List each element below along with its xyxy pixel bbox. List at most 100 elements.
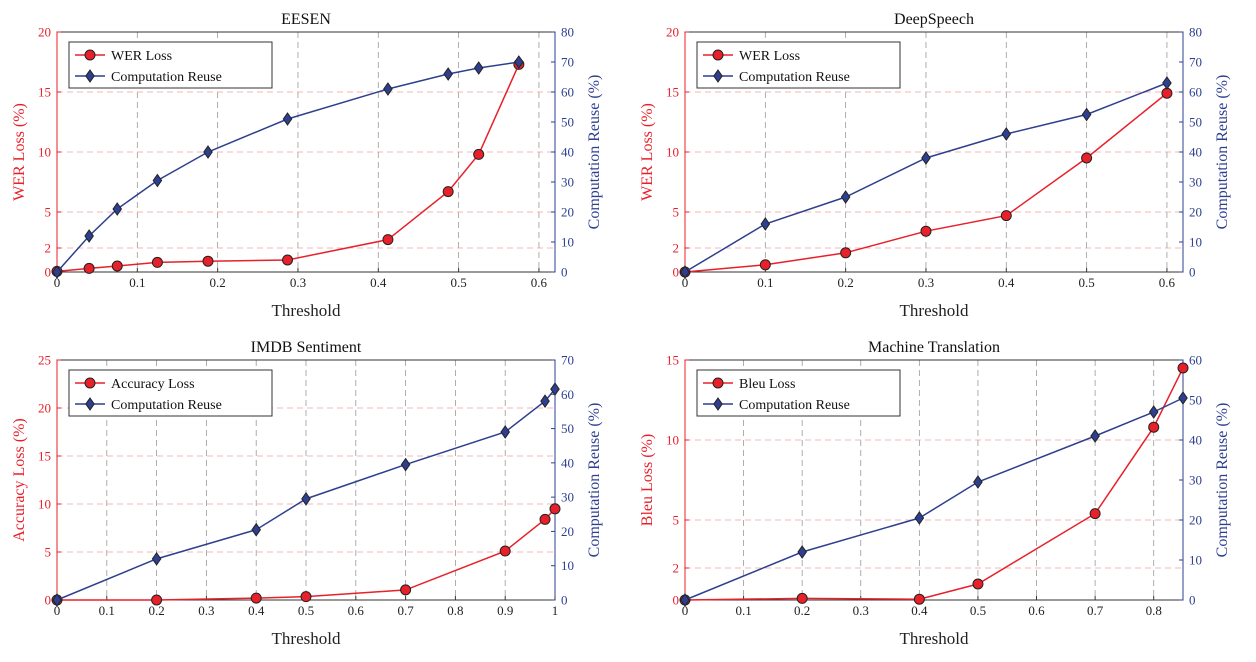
y-right-tick-label: 30 xyxy=(561,175,574,190)
series-line-0 xyxy=(57,508,556,601)
y-right-axis-label: Computation Reuse (%) xyxy=(586,403,603,558)
y-right-tick-label: 80 xyxy=(561,25,574,40)
data-point-circle xyxy=(1000,210,1012,222)
data-point-diamond xyxy=(152,173,163,188)
data-point-diamond xyxy=(383,82,393,96)
chart-svg: 0 0.1 0.2 0.3 0.4 0.5 0.6 0 2 5 10 15 20 0 10 20 30 40 50 6… xyxy=(11,11,603,320)
x-tick-label: 0.1 xyxy=(757,275,773,290)
data-point-diamond xyxy=(1001,127,1012,141)
y-right-tick-label: 60 xyxy=(561,85,574,100)
chart-title: Machine Translation xyxy=(868,339,1000,356)
x-tick-label: 0.4 xyxy=(370,275,387,290)
x-tick-label: 0.5 xyxy=(298,603,314,618)
x-tick-label: 0.3 xyxy=(198,603,214,618)
chart-panel-eesen: 0 0.1 0.2 0.3 0.4 0.5 0.6 0 2 5 10 15 20 0 10 20 30 40 50 6… xyxy=(0,0,628,328)
data-point-circle xyxy=(382,234,394,246)
data-point-circle xyxy=(282,254,294,266)
x-tick-label: 0.2 xyxy=(148,603,164,618)
legend-marker-circle xyxy=(712,377,724,389)
y-right-tick-label: 30 xyxy=(1189,473,1202,488)
y-left-axis-label: Bleu Loss (%) xyxy=(639,434,656,526)
x-tick-label: 0.4 xyxy=(998,275,1015,290)
y-right-tick-label: 30 xyxy=(561,490,574,505)
data-point-circle xyxy=(1081,152,1093,164)
y-right-tick-label: 60 xyxy=(561,387,574,402)
data-point-diamond xyxy=(514,55,524,69)
chart-title: IMDB Sentiment xyxy=(251,339,362,356)
data-point-diamond xyxy=(1081,107,1092,122)
y-right-tick-label: 20 xyxy=(1189,513,1202,528)
y-right-tick-label: 20 xyxy=(561,205,574,220)
x-tick-label: 0.6 xyxy=(348,603,365,618)
legend-marker-diamond xyxy=(85,397,95,411)
x-tick-label: 0.3 xyxy=(918,275,934,290)
data-point-diamond xyxy=(112,202,123,216)
x-tick-label: 0.3 xyxy=(290,275,306,290)
legend-label: Computation Reuse xyxy=(739,70,850,85)
legend-marker-diamond xyxy=(713,397,723,411)
x-tick-label: 0.1 xyxy=(129,275,145,290)
y-left-axis-label: WER Loss (%) xyxy=(11,103,28,201)
y-right-tick-label: 20 xyxy=(561,524,574,539)
data-point-diamond xyxy=(84,229,94,243)
chart-title: DeepSpeech xyxy=(894,11,974,28)
y-left-tick-label: 10 xyxy=(666,433,679,448)
y-left-tick-label: 2 xyxy=(45,241,52,256)
data-point-circle xyxy=(499,545,511,557)
y-left-tick-label: 5 xyxy=(673,513,680,528)
y-left-tick-label: 15 xyxy=(666,353,679,368)
y-left-tick-label: 25 xyxy=(38,353,51,368)
y-left-tick-label: 0 xyxy=(673,265,680,280)
legend-marker-circle xyxy=(712,49,724,61)
legend-label: Computation Reuse xyxy=(111,70,222,85)
legend-label: Computation Reuse xyxy=(739,398,850,413)
chart-panel-machine-translation: 0 0.1 0.2 0.3 0.4 0.5 0.6 0.7 0.8 0 2 5 10 15 0 10 20 30 4… xyxy=(628,328,1256,657)
legend-label: Bleu Loss xyxy=(739,377,795,392)
x-tick-label: 0.5 xyxy=(450,275,466,290)
data-point-diamond xyxy=(550,382,560,397)
data-point-diamond xyxy=(473,61,484,75)
y-left-tick-label: 5 xyxy=(673,205,680,220)
legend: Accuracy Loss Computation Reuse xyxy=(68,369,273,417)
legend-label: Computation Reuse xyxy=(111,398,222,413)
data-point-diamond xyxy=(400,457,411,472)
data-point-diamond xyxy=(282,112,293,126)
series-line-1 xyxy=(56,61,519,273)
chart-title: EESEN xyxy=(281,11,331,28)
data-point-circle xyxy=(473,148,485,160)
x-tick-label: 0 xyxy=(682,275,689,290)
data-point-diamond xyxy=(500,425,511,439)
y-right-tick-label: 0 xyxy=(561,265,568,280)
y-left-tick-label: 20 xyxy=(38,25,51,40)
legend-marker-diamond xyxy=(713,69,723,83)
data-point-diamond xyxy=(203,145,213,159)
y-right-tick-label: 60 xyxy=(1189,353,1202,368)
data-point-circle xyxy=(151,256,163,268)
y-left-tick-label: 5 xyxy=(45,545,52,560)
y-left-tick-label: 10 xyxy=(38,497,51,512)
data-point-circle xyxy=(1177,362,1189,374)
y-right-tick-label: 10 xyxy=(1189,553,1202,568)
x-tick-label: 0 xyxy=(54,275,61,290)
y-left-tick-label: 2 xyxy=(673,561,680,576)
y-right-tick-label: 10 xyxy=(561,235,574,250)
data-point-diamond xyxy=(680,593,690,607)
y-right-tick-label: 50 xyxy=(561,421,574,436)
y-left-tick-label: 15 xyxy=(38,449,51,464)
series-line-1 xyxy=(684,397,1184,601)
data-point-diamond xyxy=(840,190,851,204)
data-point-circle xyxy=(1089,508,1101,520)
y-right-tick-label: 80 xyxy=(1189,25,1202,40)
y-left-tick-label: 5 xyxy=(45,205,52,220)
y-right-tick-label: 10 xyxy=(1189,235,1202,250)
x-tick-label: 0.4 xyxy=(911,603,928,618)
y-right-tick-label: 40 xyxy=(561,455,574,470)
y-left-tick-label: 15 xyxy=(38,85,51,100)
data-point-diamond xyxy=(151,551,162,566)
y-right-tick-label: 70 xyxy=(1189,55,1202,70)
data-point-diamond xyxy=(921,151,931,165)
legend: WER Loss Computation Reuse xyxy=(68,41,273,89)
data-point-circle xyxy=(759,259,771,271)
data-point-circle xyxy=(1148,421,1160,433)
data-point-diamond xyxy=(680,265,690,279)
